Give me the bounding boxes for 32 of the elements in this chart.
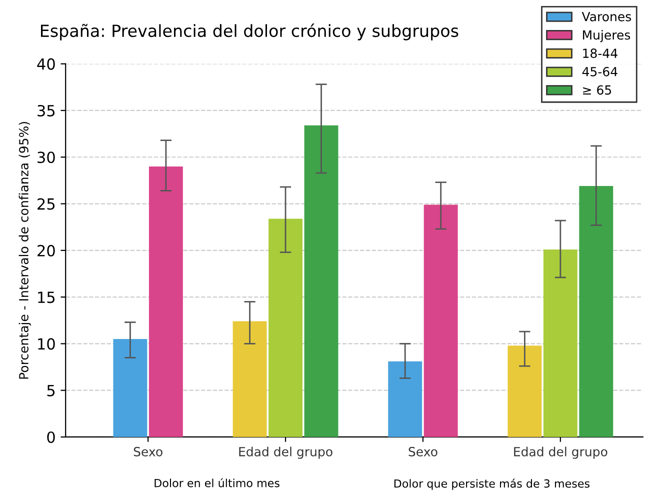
x-tick-label: Sexo [408, 446, 438, 456]
bar [148, 166, 183, 437]
chart-title: España: Prevalencia del dolor crónico y subgrupos [40, 24, 458, 40]
y-tick-label: 40 [37, 58, 55, 70]
y-tick-label: 0 [47, 431, 55, 444]
y-tick-label: 25 [38, 198, 55, 210]
x-tick-label: Edad del grupo [514, 446, 608, 459]
text: Dolor en el último mes [154, 478, 280, 488]
bar [424, 204, 458, 437]
y-tick-label: 35 [38, 104, 55, 116]
legend-label: 45-64 [582, 66, 618, 76]
legend-label: ≥ 65 [583, 85, 612, 95]
y-axis-title: Porcentaje - Intervalo de confianza (95%) [18, 122, 31, 379]
x-tick-label: Edad del grupo [239, 446, 332, 459]
bar [508, 346, 542, 437]
bar [113, 339, 148, 437]
bar [268, 218, 302, 437]
y-tick-label: 5 [47, 385, 55, 396]
legend-label: Varones [582, 12, 632, 22]
text: Dolor que persiste más de 3 meses [394, 478, 590, 490]
bar [304, 125, 338, 437]
bar [388, 361, 422, 437]
legend-label: Mujeres [582, 30, 630, 42]
bar [579, 186, 614, 437]
y-tick-label: 30 [38, 152, 55, 164]
bar [232, 321, 267, 437]
y-tick-label: 15 [38, 292, 55, 304]
bar [543, 249, 578, 437]
x-tick-label: Sexo [134, 446, 162, 456]
y-tick-label: 20 [38, 244, 55, 256]
y-tick-label: 10 [38, 338, 55, 350]
legend-label: 18-44 [583, 48, 618, 58]
